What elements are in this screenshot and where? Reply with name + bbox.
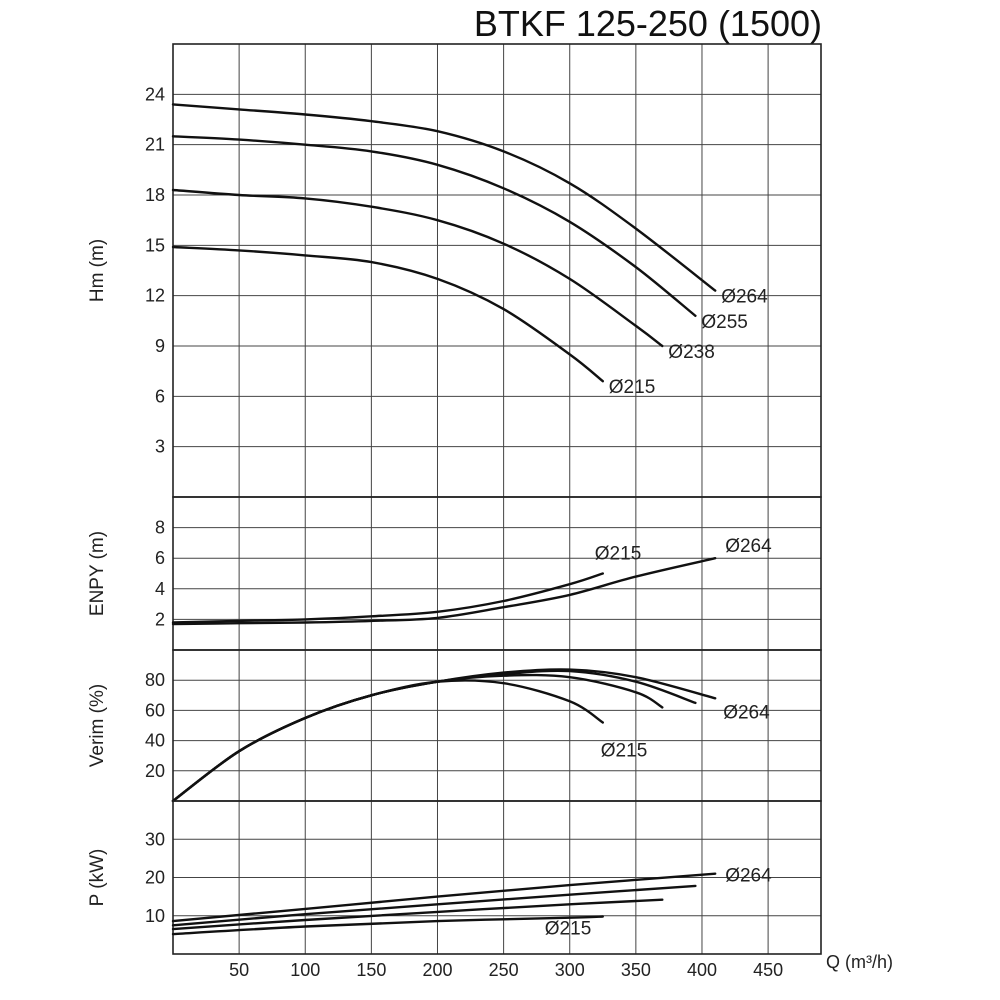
x-tick-label: 100 (290, 960, 320, 980)
series-label: Ø215 (595, 544, 641, 565)
series-line (171, 188, 664, 348)
x-tick-label: 250 (489, 960, 519, 980)
x-tick-label: 400 (687, 960, 717, 980)
panel-frame (172, 800, 822, 955)
y-axis-label: Hm (m) (87, 239, 108, 302)
series-line (171, 668, 717, 803)
y-tick-label: 2 (155, 609, 165, 629)
panel-head: 3 6 9 12 15 18 21 24 Hm (m) Ø264 Ø255 Ø238 Ø215 (87, 43, 822, 498)
series-line (171, 884, 697, 927)
chart-title: BTKF 125-250 (1500) (474, 3, 822, 44)
y-tick-label: 21 (145, 135, 165, 155)
series-line (171, 669, 697, 803)
y-tick-label: 6 (155, 548, 165, 568)
y-tick-label: 9 (155, 336, 165, 356)
y-tick-label: 15 (145, 235, 165, 255)
panel-power: 10 20 30 P (kW) Ø264 Ø215 (87, 800, 822, 955)
y-tick-label: 40 (145, 731, 165, 751)
series-line (171, 245, 604, 383)
panel-efficiency: 20 40 60 80 Verim (%) Ø264 Ø215 (87, 649, 822, 803)
x-tick-label: 150 (356, 960, 386, 980)
series-label: Ø264 (721, 287, 768, 308)
y-axis-label: ENPY (m) (87, 531, 108, 616)
series-label: Ø264 (723, 702, 770, 723)
x-tick-label: 350 (621, 960, 651, 980)
y-tick-label: 20 (145, 761, 165, 781)
x-tick-label: 450 (753, 960, 783, 980)
panel-npsh: 2 4 6 8 ENPY (m) Ø215 Ø264 (87, 496, 822, 651)
y-tick-label: 12 (145, 286, 165, 306)
y-tick-label: 80 (145, 670, 165, 690)
series-line (171, 898, 664, 931)
y-tick-label: 20 (145, 868, 165, 888)
series-label: Ø264 (725, 866, 772, 887)
series-label: Ø238 (668, 342, 714, 363)
y-tick-label: 10 (145, 906, 165, 926)
y-axis-label: P (kW) (87, 849, 108, 907)
series-line (171, 915, 604, 936)
x-axis-label: Q (m³/h) (826, 952, 893, 972)
series-label: Ø215 (601, 740, 647, 761)
y-tick-label: 8 (155, 518, 165, 538)
series-label: Ø255 (701, 312, 747, 333)
panel-frame (172, 496, 822, 651)
y-tick-label: 60 (145, 700, 165, 720)
x-tick-label: 200 (422, 960, 452, 980)
series-line (171, 872, 717, 923)
y-tick-label: 4 (155, 579, 165, 599)
series-line (171, 135, 697, 317)
y-tick-label: 3 (155, 437, 165, 457)
x-tick-label: 50 (229, 960, 249, 980)
series-label: Ø215 (609, 377, 655, 398)
y-tick-label: 6 (155, 386, 165, 406)
y-axis-label: Verim (%) (87, 684, 108, 767)
series-label: Ø264 (725, 536, 772, 557)
series-label: Ø215 (545, 919, 591, 940)
series-line (171, 572, 604, 624)
x-tick-label: 300 (555, 960, 585, 980)
y-tick-label: 18 (145, 185, 165, 205)
y-tick-label: 24 (145, 84, 165, 104)
series-line (171, 557, 717, 626)
series-line (171, 679, 604, 803)
series-line (171, 103, 717, 292)
y-tick-label: 30 (145, 829, 165, 849)
series-line (171, 673, 664, 803)
